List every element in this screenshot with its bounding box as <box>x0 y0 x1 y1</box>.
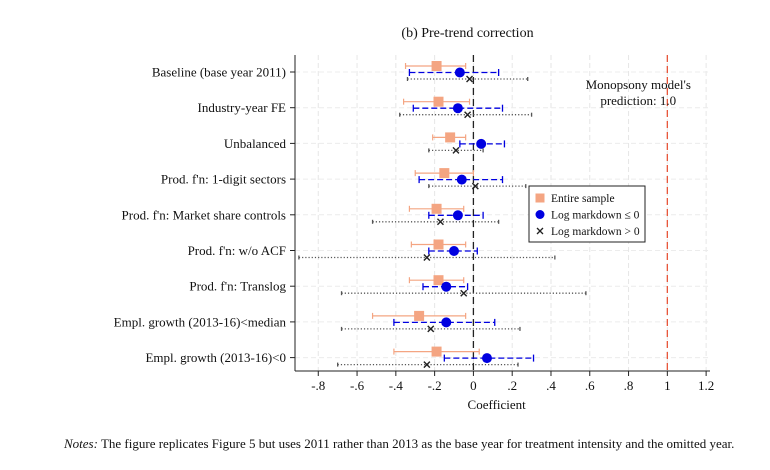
marker-entire-sample <box>431 61 442 71</box>
marker-log-markdown-gt0 <box>423 254 431 261</box>
x-tick-label: .8 <box>624 378 634 393</box>
marker-entire-sample <box>433 96 444 107</box>
x-tick-label: 1 <box>664 378 671 393</box>
y-tick-label: Prod. f'n: w/o ACF <box>188 243 286 258</box>
marker-entire-sample <box>431 346 442 357</box>
x-tick-label: -.8 <box>311 378 325 393</box>
legend-box <box>528 185 646 243</box>
x-tick-label: -.6 <box>350 378 365 393</box>
notes-text: The figure replicates Figure 5 but uses … <box>100 436 735 451</box>
marker-entire-sample <box>433 239 444 250</box>
x-tick-label: .6 <box>585 378 595 393</box>
x-tick-label: 0 <box>470 378 477 393</box>
marker-log-markdown-gt0 <box>423 361 431 369</box>
marker-log-markdown-gt0 <box>471 182 479 190</box>
chart-title: (b) Pre-trend correction <box>401 26 533 41</box>
marker-log-markdown-gt0 <box>436 218 444 226</box>
legend-label: Log markdown > 0 <box>551 226 640 238</box>
marker-log-markdown-gt0 <box>464 111 472 119</box>
marker-log-markdown-le0 <box>456 174 467 185</box>
x-axis-label: Coefficient <box>468 397 527 412</box>
marker-log-markdown-le0 <box>481 353 492 364</box>
marker-log-markdown-le0 <box>476 138 487 149</box>
marker-entire-sample <box>431 203 442 214</box>
x-tick-label: .4 <box>546 378 556 393</box>
marker-log-markdown-le0 <box>452 210 463 221</box>
legend-marker-entire-sample <box>535 193 545 203</box>
legend-marker-log-markdown-le0 <box>535 210 545 219</box>
marker-log-markdown-gt0 <box>452 146 460 154</box>
y-tick-label: Prod. f'n: Translog <box>189 279 286 294</box>
marker-log-markdown-le0 <box>452 103 463 114</box>
legend-marker-log-markdown-gt0 <box>536 227 544 235</box>
marker-entire-sample <box>414 310 425 321</box>
marker-log-markdown-le0 <box>449 246 460 256</box>
prediction-annotation: prediction: 1.0 <box>600 93 676 108</box>
y-tick-label: Empl. growth (2013-16)<0 <box>145 350 286 365</box>
legend-label: Entire sample <box>551 193 615 205</box>
marker-entire-sample <box>445 132 456 143</box>
marker-log-markdown-gt0 <box>466 75 474 83</box>
y-tick-label: Empl. growth (2013-16)<median <box>114 314 287 329</box>
marker-log-markdown-gt0 <box>460 289 468 297</box>
legend-label: Log markdown ≤ 0 <box>551 210 640 222</box>
marker-log-markdown-gt0 <box>427 325 435 333</box>
marker-entire-sample <box>433 275 444 286</box>
x-tick-label: -.4 <box>389 378 404 393</box>
notes-label: Notes: <box>64 436 98 451</box>
y-tick-label: Unbalanced <box>224 136 287 151</box>
marker-log-markdown-le0 <box>441 317 452 328</box>
figure-notes: Notes: The figure replicates Figure 5 bu… <box>64 436 764 452</box>
y-tick-label: Prod. f'n: 1-digit sectors <box>161 172 286 187</box>
y-tick-label: Prod. f'n: Market share controls <box>122 207 286 222</box>
y-tick-label: Baseline (base year 2011) <box>152 65 286 80</box>
prediction-annotation: Monopsony model's <box>586 77 691 92</box>
marker-entire-sample <box>439 168 450 179</box>
forest-plot: (b) Pre-trend correction -.8 -.6 -.4 -.2 0 .2.… <box>114 26 715 412</box>
marker-log-markdown-le0 <box>441 281 452 292</box>
x-tick-label: 1.2 <box>698 378 714 393</box>
x-tick-label: -.2 <box>428 378 442 393</box>
y-tick-label: Industry-year FE <box>198 100 287 115</box>
marker-log-markdown-le0 <box>454 67 465 78</box>
x-tick-label: .2 <box>507 378 517 393</box>
